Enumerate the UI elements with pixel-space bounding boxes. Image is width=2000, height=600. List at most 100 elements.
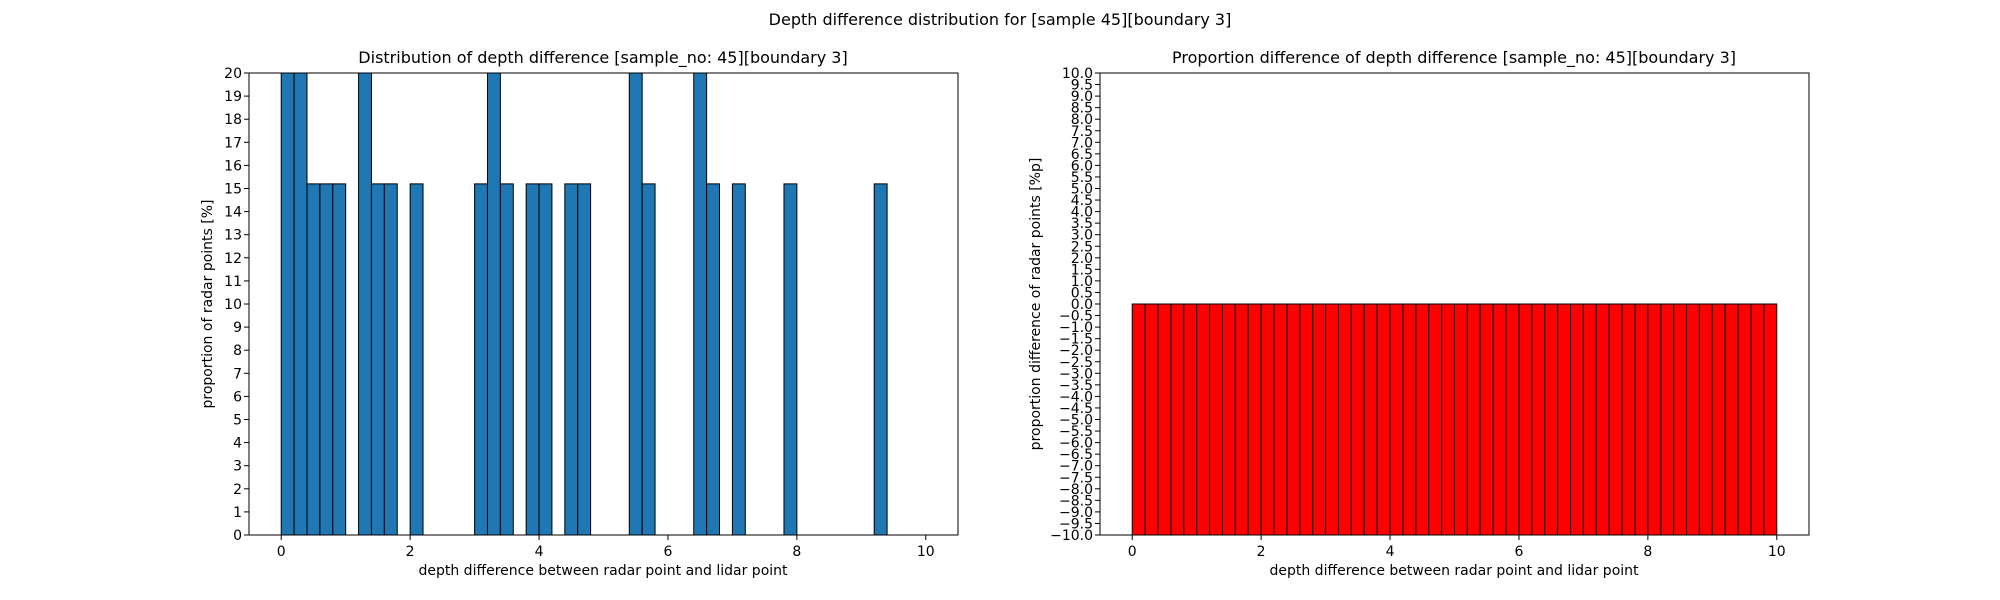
left-y-tick-label: 1 <box>233 505 242 521</box>
left-bar <box>783 183 798 536</box>
right-y-tick-label: −4.0 <box>1059 389 1093 405</box>
right-bar <box>1711 303 1726 536</box>
right-bar <box>1402 303 1417 536</box>
right-y-tick-label: −1.5 <box>1059 332 1093 348</box>
right-y-tick-label: 6.5 <box>1071 147 1093 163</box>
right-y-tick-label: 9.0 <box>1071 89 1093 105</box>
left-x-tick-label: 0 <box>277 544 286 560</box>
left-y-tick-label: 9 <box>233 320 242 336</box>
left-y-tick-label: 5 <box>233 413 242 429</box>
left-plot-frame <box>248 72 959 536</box>
right-bar <box>1376 303 1391 536</box>
right-bar <box>1286 303 1301 536</box>
left-y-tick-label: 13 <box>224 228 242 244</box>
left-chart-title: Distribution of depth difference [sample… <box>358 48 847 68</box>
left-y-tick-label: 15 <box>224 182 242 198</box>
right-y-tick-label: −6.5 <box>1059 447 1093 463</box>
left-bar <box>332 183 347 536</box>
left-bar <box>564 183 579 536</box>
right-y-tick-label: −3.0 <box>1059 366 1093 382</box>
right-y-tick-label: −1.0 <box>1059 320 1093 336</box>
left-x-tick-label: 10 <box>917 544 935 560</box>
right-x-tick-label: 0 <box>1128 544 1137 560</box>
right-bar <box>1389 303 1404 536</box>
right-plot-frame <box>1099 72 1810 536</box>
right-y-tick-label: 8.5 <box>1071 101 1093 117</box>
right-bar <box>1363 303 1378 536</box>
right-bar <box>1737 303 1752 536</box>
left-bar <box>577 183 592 536</box>
left-y-tick-label: 8 <box>233 343 242 359</box>
right-bar <box>1454 303 1468 536</box>
right-bar <box>1466 303 1481 536</box>
right-bar <box>1299 303 1314 536</box>
right-bar <box>1325 303 1339 536</box>
right-y-tick-label: 2.5 <box>1071 239 1093 255</box>
right-chart-title: Proportion difference of depth differenc… <box>1172 48 1736 68</box>
right-bar <box>1621 303 1636 536</box>
right-x-ticks: 0 2 4 6 8 10 <box>1128 535 1786 560</box>
right-bar <box>1273 303 1288 536</box>
right-y-tick-label: 7.0 <box>1071 135 1093 151</box>
right-bar <box>1183 303 1198 536</box>
left-y-tick-label: 2 <box>233 482 242 498</box>
right-bar <box>1518 303 1533 536</box>
right-bar <box>1196 303 1211 536</box>
left-y-tick-label: 11 <box>224 274 242 290</box>
left-y-tick-label: 19 <box>224 89 242 105</box>
right-y-tick-label: −6.0 <box>1059 436 1093 452</box>
right-bar <box>1686 303 1700 536</box>
right-x-tick-label: 4 <box>1386 544 1395 560</box>
left-y-tick-label: 7 <box>233 366 242 382</box>
left-bar <box>693 72 708 536</box>
right-bar <box>1144 303 1159 536</box>
right-x-tick-label: 6 <box>1514 544 1523 560</box>
left-bar <box>306 183 321 536</box>
right-bar <box>1234 303 1249 536</box>
left-y-tick-label: 6 <box>233 389 242 405</box>
left-bar <box>873 183 888 536</box>
right-y-tick-label: 8.0 <box>1071 112 1093 128</box>
figure-suptitle: Depth difference distribution for [sampl… <box>769 10 1232 29</box>
left-y-tick-label: 0 <box>233 528 242 544</box>
right-bar <box>1312 303 1327 536</box>
left-bar <box>525 183 540 536</box>
right-bar <box>1131 303 1146 536</box>
right-y-tick-label: −5.5 <box>1059 424 1093 440</box>
right-bar <box>1531 303 1546 536</box>
right-y-tick-label: −7.5 <box>1059 470 1093 486</box>
left-y-tick-label: 17 <box>224 135 242 151</box>
right-bar <box>1724 303 1739 536</box>
right-bar <box>1673 303 1688 536</box>
right-y-tick-label: 2.0 <box>1071 251 1093 267</box>
right-bar <box>1247 303 1262 536</box>
right-bar <box>1634 303 1649 536</box>
right-bar <box>1337 303 1352 536</box>
right-y-tick-label: −10.0 <box>1050 528 1093 544</box>
left-y-tick-label: 3 <box>233 459 242 475</box>
right-y-tick-label: 9.5 <box>1071 78 1093 94</box>
right-y-tick-label: −9.0 <box>1059 505 1093 521</box>
right-y-tick-label: 1.5 <box>1071 262 1093 278</box>
right-y-tick-label: 0.5 <box>1071 285 1093 301</box>
right-bar <box>1698 303 1713 536</box>
right-x-axis-label: depth difference between radar point and… <box>1269 563 1639 579</box>
left-bar <box>370 183 385 536</box>
right-y-tick-label: 3.5 <box>1071 216 1093 232</box>
right-y-tick-label: 4.5 <box>1071 193 1093 209</box>
left-x-tick-label: 2 <box>406 544 415 560</box>
right-y-tick-label: 4.0 <box>1071 205 1093 221</box>
right-y-tick-label: −2.5 <box>1059 355 1093 371</box>
left-x-tick-label: 4 <box>535 544 544 560</box>
left-bars <box>280 72 888 536</box>
right-x-tick-label: 8 <box>1643 544 1652 560</box>
right-chart: Proportion difference of depth differenc… <box>1028 48 1810 579</box>
right-bar <box>1582 303 1597 536</box>
right-y-tick-label: 5.5 <box>1071 170 1093 186</box>
right-y-axis-label: proportion difference of radar points [%… <box>1028 158 1044 451</box>
right-bar <box>1350 303 1365 536</box>
left-bar <box>409 183 424 536</box>
left-x-ticks: 0 2 4 6 8 10 <box>277 535 935 560</box>
right-bars <box>1131 303 1778 536</box>
